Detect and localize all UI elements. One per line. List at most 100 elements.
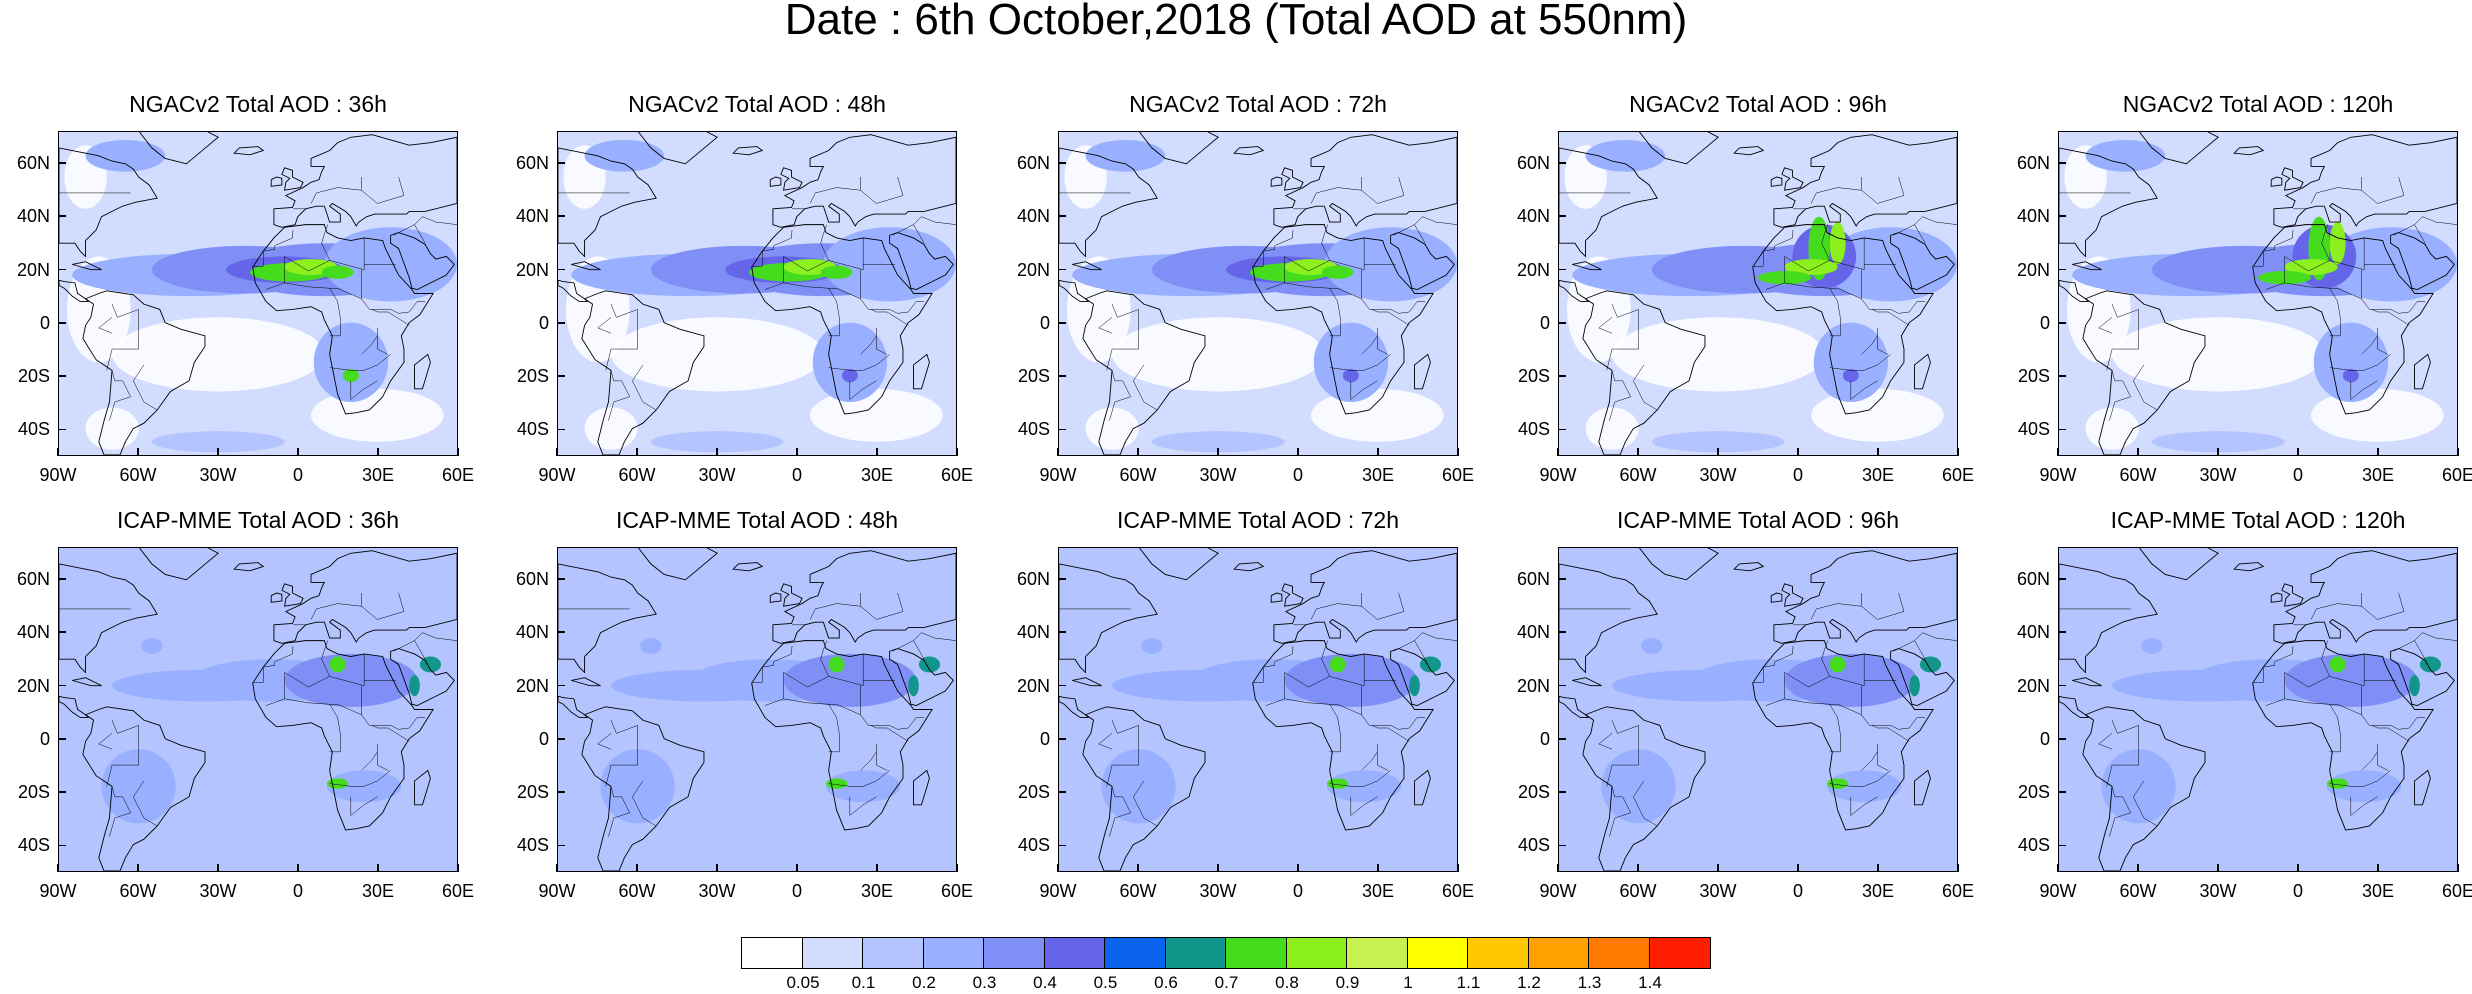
- country-border: [310, 593, 362, 620]
- lon-tick-label: 60E: [1441, 881, 1475, 901]
- coastline: [390, 232, 455, 290]
- panel-title: ICAP-MME Total AOD : 48h: [615, 507, 899, 533]
- country-border: [1877, 743, 1889, 771]
- country-border: [632, 364, 657, 411]
- coastline: [252, 640, 434, 831]
- map-frame: [1558, 131, 1958, 456]
- lon-tick-mark: [716, 864, 718, 872]
- lat-tick-label: 40N: [1016, 622, 1050, 643]
- aod-plume: [812, 322, 888, 403]
- country-border: [2098, 317, 2113, 334]
- colorbar-swatch: [1286, 938, 1347, 968]
- coastline: [1059, 147, 1158, 258]
- coastline: [2414, 769, 2431, 806]
- coastline: [1890, 232, 1955, 290]
- country-border: [2393, 640, 2426, 660]
- map-panel: ICAP-MME Total AOD : 120h 60N 40N 20N 0 20S 40…: [2017, 507, 2472, 900]
- lat-tick-label: 20S: [2017, 366, 2050, 387]
- coastline: [1781, 583, 1804, 607]
- lat-tick-label: 20N: [1016, 675, 1050, 696]
- lon-tick-label: 0: [1292, 881, 1303, 901]
- lon-tick-mark: [1637, 864, 1639, 872]
- lon-tick-label: 30E: [361, 465, 395, 485]
- coastline: [59, 563, 158, 674]
- aod-plume: [1842, 368, 1859, 383]
- lon-tick-mark: [1377, 864, 1379, 872]
- country-border: [1821, 653, 1865, 686]
- lon-tick-mark: [1717, 448, 1719, 456]
- country-border: [321, 653, 365, 686]
- map-frame: [58, 131, 458, 456]
- lon-tick-label: 60E: [2441, 881, 2472, 901]
- coastline: [1281, 583, 1304, 607]
- coastline: [273, 550, 457, 644]
- lat-tick-label: 60N: [515, 568, 549, 589]
- aod-plume: [313, 322, 389, 403]
- country-border: [876, 743, 888, 771]
- lon-tick-mark: [1137, 864, 1139, 872]
- colorbar-swatch: [802, 938, 863, 968]
- country-border: [1633, 364, 1658, 411]
- lat-tick-mark: [58, 215, 66, 217]
- aod-plume: [1909, 675, 1920, 697]
- colorbar-swatch: [1347, 938, 1408, 968]
- panel-title: NGACv2 Total AOD : 72h: [1129, 91, 1387, 117]
- coastline: [1281, 167, 1304, 191]
- lat-tick-mark: [1558, 428, 1566, 431]
- country-border: [1265, 698, 1391, 726]
- lon-tick-label: 30E: [860, 881, 894, 901]
- coastline: [1733, 562, 1765, 572]
- aod-background: [1559, 548, 1957, 871]
- country-border: [350, 380, 378, 400]
- country-border: [1890, 301, 1926, 314]
- lon-tick-label: 30W: [698, 465, 736, 485]
- country-border: [1829, 354, 1891, 371]
- lat-tick-label: 40N: [2016, 206, 2050, 227]
- map-frame: [58, 547, 458, 872]
- country-border: [2361, 592, 2405, 620]
- country-border: [2109, 786, 2131, 837]
- country-border: [393, 640, 426, 660]
- lon-tick-label: 30E: [1861, 881, 1895, 901]
- colorbar-label: 0.9: [1335, 973, 1360, 992]
- coastline: [1773, 134, 1957, 228]
- country-border: [2252, 249, 2275, 267]
- aod-map: [2059, 132, 2457, 455]
- aod-plume: [1321, 265, 1354, 279]
- aod-plume: [1151, 431, 1285, 453]
- aod-plume: [1409, 675, 1420, 697]
- aod-plume: [2085, 139, 2166, 172]
- lat-tick-label: 0: [2039, 312, 2050, 333]
- country-border: [2361, 751, 2378, 771]
- lon-tick-mark: [2377, 864, 2379, 872]
- country-border: [361, 176, 405, 204]
- lon-tick-mark: [377, 448, 379, 456]
- country-border: [1133, 780, 1158, 827]
- coastline: [1914, 353, 1931, 390]
- colorbar-swatch: [1165, 938, 1226, 968]
- coastline: [1733, 146, 1765, 156]
- lat-tick-label: 60N: [16, 152, 50, 173]
- panel-title: NGACv2 Total AOD : 96h: [1629, 91, 1887, 117]
- aod-low-region: [1612, 317, 1825, 392]
- country-border: [2377, 743, 2389, 771]
- lat-tick-label: 60N: [515, 152, 549, 173]
- country-border: [1774, 645, 1794, 666]
- aod-plume: [1329, 656, 1346, 673]
- country-border: [284, 255, 330, 283]
- coastline: [72, 677, 102, 687]
- lon-tick-mark: [2297, 448, 2299, 456]
- lon-tick-mark: [1957, 864, 1959, 872]
- country-border: [2106, 725, 2139, 787]
- lat-tick-mark: [58, 791, 66, 793]
- colorbar-swatch: [1649, 938, 1710, 968]
- country-border: [820, 640, 827, 660]
- coastline: [780, 167, 803, 191]
- lon-tick-mark: [1557, 864, 1559, 872]
- country-border: [2414, 216, 2457, 225]
- map-panel: NGACv2 Total AOD : 96h 60N 40N 20N 0 20S 40S 90…: [1517, 91, 1974, 484]
- country-border: [2265, 698, 2391, 726]
- lat-tick-label: 20N: [1016, 259, 1050, 280]
- aod-low-region: [1311, 388, 1444, 442]
- coastline: [1559, 563, 1658, 674]
